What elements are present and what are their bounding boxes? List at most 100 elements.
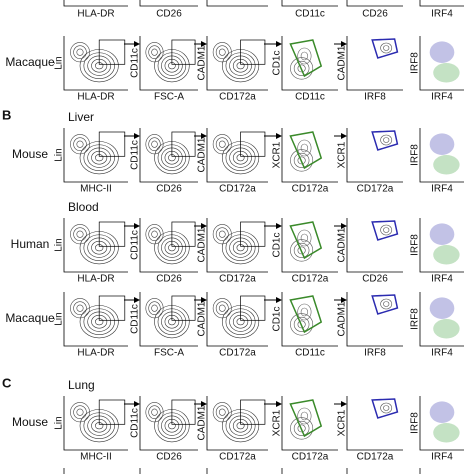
x-axis-label: IRF4 [431, 452, 453, 463]
density-contour [380, 134, 393, 146]
gate [171, 295, 196, 321]
x-axis-label: HLA-DR [77, 348, 114, 359]
density-contour [70, 42, 90, 63]
x-axis-label: CD172a [219, 274, 256, 285]
gate [171, 399, 196, 425]
flow-plot: CD11c FSC-A [130, 36, 207, 103]
panel-frame [139, 128, 198, 183]
density-contour [383, 227, 390, 233]
gate [371, 38, 399, 59]
population [433, 423, 460, 443]
y-axis-label: Lin [54, 312, 65, 325]
x-axis-label: IRF8 [364, 348, 386, 359]
density-contour [212, 42, 232, 63]
panel-frame [346, 292, 403, 347]
y-axis-label: CD1c [272, 306, 283, 331]
y-axis-label: CADM1 [197, 227, 208, 262]
density-contour [290, 417, 314, 440]
y-axis-label: XCR1 [337, 409, 348, 436]
panel-letter: B [2, 107, 11, 122]
population [429, 41, 455, 63]
density-contour [145, 134, 164, 155]
gate [240, 295, 266, 321]
y-axis-label: XCR1 [337, 141, 348, 168]
density-contour [290, 57, 314, 80]
panel-frame [63, 396, 128, 451]
gate [98, 399, 126, 425]
panel-frame [139, 0, 198, 7]
x-axis-label: CD172a [219, 92, 256, 103]
flow-plot: CADM1 CD172a [197, 36, 282, 103]
y-axis-label: IRF8 [410, 234, 421, 256]
density-contour [218, 48, 226, 56]
density-contour [293, 152, 310, 168]
y-axis-label: IRF8 [410, 412, 421, 434]
panel-frame [206, 0, 268, 7]
gate [289, 399, 323, 438]
density-contour [380, 42, 393, 54]
density-contour [297, 47, 312, 65]
panel-frame [419, 0, 464, 7]
density-contour [383, 45, 390, 51]
panel-frame [281, 292, 338, 347]
panel-frame [63, 128, 128, 183]
density-contour [148, 45, 161, 59]
density-contour [215, 405, 229, 419]
panel-frame [281, 218, 338, 273]
y-axis-label: CADM1 [337, 301, 348, 336]
density-contour [73, 405, 87, 419]
x-axis-label: CD11c [295, 348, 325, 359]
panel-frame [346, 396, 403, 451]
density-contour [212, 134, 232, 155]
y-axis-label: Lin [54, 56, 65, 69]
density-contour [148, 301, 161, 315]
tissue-label: Liver [68, 110, 94, 124]
density-contour [145, 298, 164, 319]
density-contour [76, 48, 84, 56]
y-axis-label: IRF8 [410, 52, 421, 74]
density-contour [380, 224, 393, 236]
flow-plot: CD1c CD11c [272, 36, 347, 103]
panel-frame [281, 36, 338, 91]
population [433, 245, 460, 265]
panel-frame [346, 218, 403, 273]
density-contour [215, 137, 229, 151]
y-axis-label: XCR1 [272, 409, 283, 436]
flow-plot: IRF8 IRF4 [410, 36, 464, 103]
x-axis-label: HLA-DR [77, 274, 114, 285]
y-axis-label: CADM1 [337, 45, 348, 80]
panel-frame [419, 292, 464, 347]
panel-letter: C [2, 375, 12, 390]
x-axis-label: CD172a [292, 452, 329, 463]
tissue-label: Blood [68, 200, 99, 214]
density-contour [297, 156, 306, 165]
density-contour [148, 405, 161, 419]
density-contour [145, 42, 164, 63]
flow-plot: Lin HLA-DR [54, 36, 140, 103]
flow-plot: CADM1 IRF8 [337, 36, 403, 103]
flow-plot: CADM1 CD172a [197, 128, 282, 195]
x-axis-label: CD172a [292, 274, 329, 285]
population [433, 319, 460, 339]
y-axis-label: IRF8 [410, 144, 421, 166]
species-label: Mouse [12, 415, 48, 429]
x-axis-label: HLA-DR [77, 92, 114, 103]
species-label: Mouse [12, 147, 48, 161]
y-axis-label: CD11c [130, 230, 141, 260]
density-contour [148, 137, 161, 151]
density-contour [297, 139, 312, 157]
species-label: Macaque [5, 311, 55, 325]
flow-plot: Lin HLA-DR [54, 292, 140, 359]
density-contour [76, 140, 84, 148]
density-contour [290, 313, 314, 336]
panel-frame [419, 396, 464, 451]
x-axis-label: FSC-A [154, 92, 184, 103]
y-axis-label: CD1c [272, 232, 283, 257]
flow-plot: CADM1 IRF8 [337, 292, 403, 359]
x-axis-label: HLA-DR [77, 9, 114, 20]
gate [98, 295, 126, 321]
flow-plot: Lin MHC-II [54, 396, 140, 463]
density-contour [297, 246, 306, 255]
y-axis-label: Lin [54, 416, 65, 429]
x-axis-label: CD172a [219, 348, 256, 359]
